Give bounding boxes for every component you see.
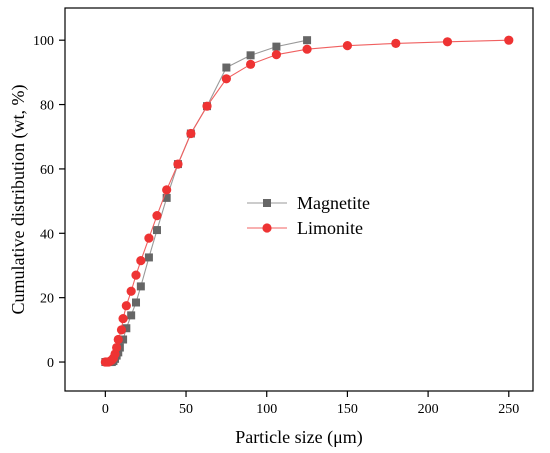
data-point-limonite bbox=[504, 35, 514, 45]
data-point-limonite bbox=[162, 185, 172, 195]
data-point-limonite bbox=[118, 313, 128, 324]
x-axis-title: Particle size (μm) bbox=[235, 427, 363, 448]
data-point-limonite bbox=[136, 256, 146, 266]
x-tick-label: 0 bbox=[102, 402, 109, 417]
ticks-layer: 0 50 100 150 200 250 0 20 40 60 80 100 bbox=[33, 34, 519, 417]
legend-label: Magnetite bbox=[297, 193, 370, 213]
y-axis-title: Cumulative distribution (wt, %) bbox=[8, 85, 29, 315]
data-point-magnetite bbox=[127, 311, 136, 320]
plot-frame bbox=[64, 7, 534, 392]
data-point-magnetite bbox=[222, 63, 231, 72]
x-tick-label: 100 bbox=[256, 402, 277, 417]
data-point-limonite bbox=[202, 101, 212, 111]
x-tick-label: 250 bbox=[498, 402, 519, 417]
y-tick-label: 80 bbox=[40, 99, 54, 114]
legend-item-limonite: Limonite bbox=[247, 218, 363, 238]
legend-item-magnetite: Magnetite bbox=[247, 193, 370, 213]
data-point-magnetite bbox=[132, 298, 141, 307]
data-point-magnetite bbox=[119, 335, 128, 344]
data-point-limonite bbox=[271, 50, 282, 60]
data-point-magnetite bbox=[303, 36, 312, 45]
y-tick-label: 20 bbox=[40, 292, 54, 307]
data-point-limonite bbox=[391, 38, 401, 49]
legend: Magnetite Limonite bbox=[247, 193, 370, 238]
series-layer bbox=[100, 35, 514, 367]
y-tick-label: 100 bbox=[33, 34, 54, 49]
data-point-magnetite bbox=[122, 324, 131, 333]
x-tick-label: 50 bbox=[179, 402, 193, 417]
data-point-limonite bbox=[131, 270, 141, 280]
data-point-magnetite bbox=[162, 193, 171, 202]
legend-label: Limonite bbox=[297, 218, 363, 238]
y-tick-label: 60 bbox=[40, 163, 54, 178]
data-point-limonite bbox=[126, 286, 136, 296]
x-tick-label: 200 bbox=[418, 402, 439, 417]
data-point-limonite bbox=[152, 210, 162, 221]
legend-marker bbox=[262, 223, 272, 233]
data-point-limonite bbox=[245, 59, 256, 69]
data-point-magnetite bbox=[136, 282, 145, 291]
legend-marker bbox=[263, 199, 271, 207]
data-point-magnetite bbox=[144, 253, 153, 262]
y-tick-label: 0 bbox=[47, 356, 54, 371]
data-point-magnetite bbox=[246, 51, 255, 60]
data-point-limonite bbox=[173, 159, 183, 169]
data-point-limonite bbox=[121, 301, 131, 311]
series-magnetite bbox=[101, 36, 312, 367]
data-point-limonite bbox=[186, 128, 196, 139]
data-point-limonite bbox=[116, 325, 127, 335]
data-point-magnetite bbox=[152, 226, 161, 235]
x-tick-label: 150 bbox=[337, 402, 358, 417]
data-point-magnetite bbox=[272, 42, 281, 51]
y-tick-label: 40 bbox=[40, 227, 54, 242]
data-point-limonite bbox=[342, 41, 353, 51]
plot-border bbox=[64, 7, 534, 392]
series-line-magnetite bbox=[105, 39, 308, 363]
data-point-limonite bbox=[442, 37, 453, 47]
series-limonite bbox=[100, 35, 514, 367]
data-point-limonite bbox=[113, 334, 123, 345]
data-point-limonite bbox=[302, 44, 312, 54]
data-point-limonite bbox=[221, 74, 231, 84]
data-point-limonite bbox=[112, 342, 122, 353]
data-point-limonite bbox=[144, 233, 154, 243]
